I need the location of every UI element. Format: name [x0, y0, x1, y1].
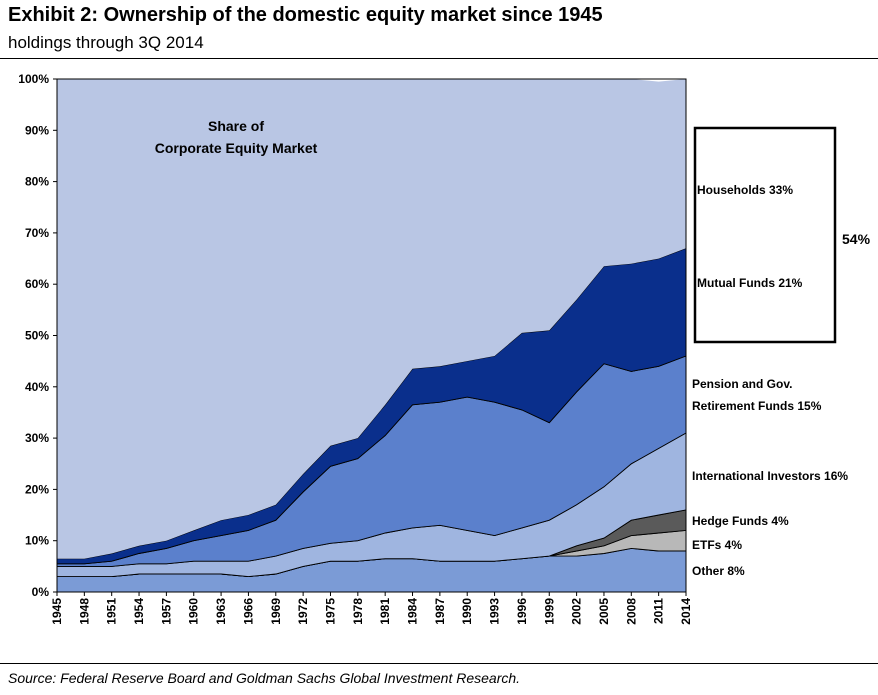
- x-tick-label: 1966: [241, 598, 255, 625]
- x-tick-label: 2002: [570, 598, 584, 625]
- x-tick-label: 1987: [433, 598, 447, 625]
- y-tick-label: 0%: [32, 585, 50, 599]
- x-tick-label: 1975: [323, 598, 337, 625]
- series-label-pension-and-gov-retirement-funds: Pension and Gov.: [692, 377, 792, 391]
- x-tick-label: 1984: [406, 598, 420, 625]
- x-tick-label: 1960: [187, 598, 201, 625]
- y-tick-label: 10%: [25, 534, 49, 548]
- x-tick-label: 1993: [488, 598, 502, 625]
- x-tick-label: 2005: [597, 598, 611, 625]
- x-tick-label: 2008: [624, 598, 638, 625]
- series-label-international-investors: International Investors 16%: [692, 469, 848, 483]
- y-tick-label: 70%: [25, 226, 49, 240]
- x-tick-label: 1972: [296, 598, 310, 625]
- y-tick-label: 80%: [25, 175, 49, 189]
- series-label-hedge-funds: Hedge Funds 4%: [692, 514, 789, 528]
- series-label-households: Households 33%: [697, 183, 793, 197]
- x-tick-label: 1969: [269, 598, 283, 625]
- x-tick-label: 1945: [50, 598, 64, 625]
- bottom-divider: [0, 663, 878, 664]
- x-tick-label: 1981: [378, 598, 392, 625]
- x-tick-label: 1948: [77, 598, 91, 625]
- combined-share-box: [693, 126, 837, 344]
- y-tick-label: 100%: [18, 72, 49, 86]
- top-divider: [0, 58, 878, 59]
- exhibit-title: Exhibit 2: Ownership of the domestic equ…: [8, 4, 603, 26]
- y-tick-label: 20%: [25, 482, 49, 496]
- series-label-pension-and-gov-retirement-funds: Retirement Funds 15%: [692, 399, 822, 413]
- exhibit-subtitle: holdings through 3Q 2014: [8, 33, 204, 52]
- x-tick-label: 1999: [542, 598, 556, 625]
- ownership-area-chart: 0% 10% 20% 30% 40% 50% 60% 70% 80% 90% 100% 1945 194…: [18, 72, 871, 625]
- series-label-mutual-funds: Mutual Funds 21%: [697, 276, 803, 290]
- y-tick-label: 30%: [25, 431, 49, 445]
- y-tick-label: 40%: [25, 380, 49, 394]
- combined-share-label: 54%: [842, 231, 871, 247]
- y-tick-label: 50%: [25, 329, 49, 343]
- x-tick-label: 1996: [515, 598, 529, 625]
- x-tick-label: 1957: [159, 598, 173, 625]
- x-tick-label: 1951: [105, 598, 119, 625]
- series-label-etfs: ETFs 4%: [692, 538, 742, 552]
- x-tick-label: 1990: [460, 598, 474, 625]
- chart-inner-title: Corporate Equity Market: [155, 140, 318, 156]
- x-tick-label: 1978: [351, 598, 365, 625]
- area-households: [57, 79, 686, 559]
- x-tick-label: 1954: [132, 598, 146, 625]
- source-note: Source: Federal Reserve Board and Goldma…: [8, 670, 521, 686]
- x-tick-label: 2011: [652, 598, 666, 624]
- chart-inner-title: Share of: [208, 118, 264, 134]
- x-tick-label: 1963: [214, 598, 228, 625]
- series-label-other: Other 8%: [692, 564, 745, 578]
- y-tick-label: 60%: [25, 277, 49, 291]
- y-tick-label: 90%: [25, 123, 49, 137]
- x-tick-label: 2014: [679, 598, 693, 625]
